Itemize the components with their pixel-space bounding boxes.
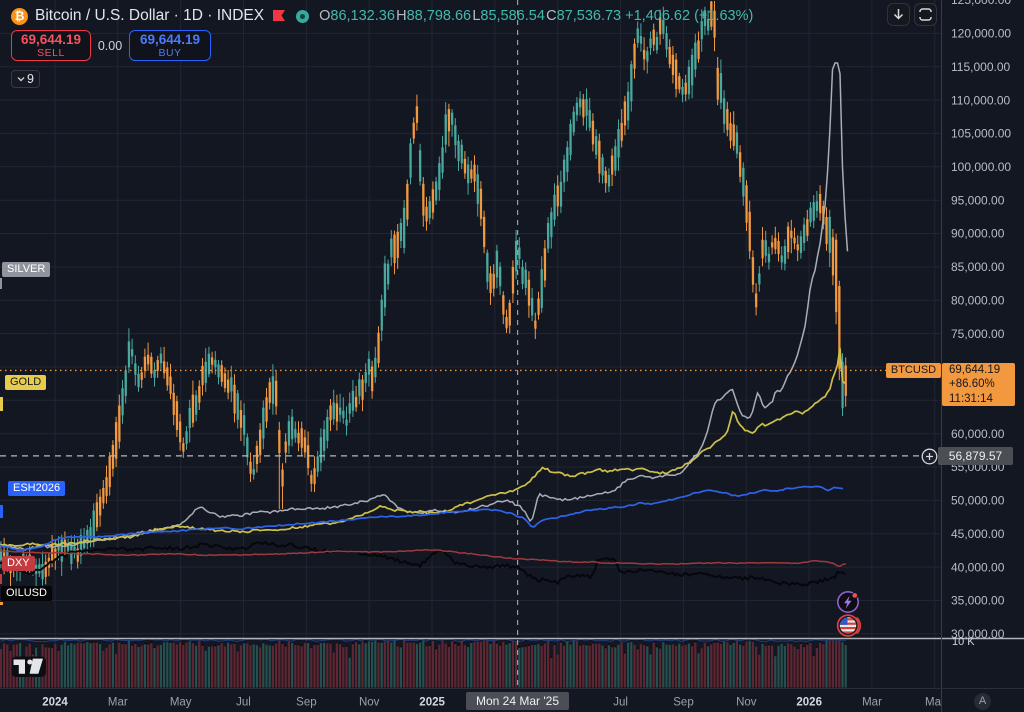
svg-text:35,000.00: 35,000.00 [951,594,1005,608]
svg-text:120,000.00: 120,000.00 [951,27,1011,41]
svg-text:May: May [170,697,192,709]
svg-text:2026: 2026 [796,697,822,709]
svg-text:10 K: 10 K [952,636,975,648]
svg-text:85,000.00: 85,000.00 [951,260,1005,274]
svg-text:95,000.00: 95,000.00 [951,193,1005,207]
svg-text:110,000.00: 110,000.00 [951,93,1010,107]
svg-text:Nov: Nov [736,697,757,709]
svg-text:30,000.00: 30,000.00 [951,627,1005,641]
svg-text:105,000.00: 105,000.00 [951,127,1011,141]
svg-text:Mar: Mar [862,697,882,709]
svg-text:75,000.00: 75,000.00 [951,327,1005,341]
svg-text:Sep: Sep [673,697,693,709]
svg-text:40,000.00: 40,000.00 [951,560,1005,574]
svg-text:Ma: Ma [925,697,942,709]
svg-text:Sep: Sep [296,697,316,709]
svg-text:90,000.00: 90,000.00 [951,227,1005,241]
svg-text:Jul: Jul [236,697,251,709]
svg-text:Mar: Mar [108,697,128,709]
svg-text:50,000.00: 50,000.00 [951,494,1005,508]
svg-text:115,000.00: 115,000.00 [951,60,1010,74]
svg-text:2025: 2025 [419,697,445,709]
svg-text:80,000.00: 80,000.00 [951,293,1005,307]
svg-text:2024: 2024 [42,697,68,709]
svg-text:100,000.00: 100,000.00 [951,160,1011,174]
svg-text:45,000.00: 45,000.00 [951,527,1005,541]
svg-text:Nov: Nov [359,697,380,709]
svg-text:125,000.00: 125,000.00 [951,0,1011,7]
svg-text:60,000.00: 60,000.00 [951,427,1005,441]
svg-text:Jul: Jul [613,697,628,709]
